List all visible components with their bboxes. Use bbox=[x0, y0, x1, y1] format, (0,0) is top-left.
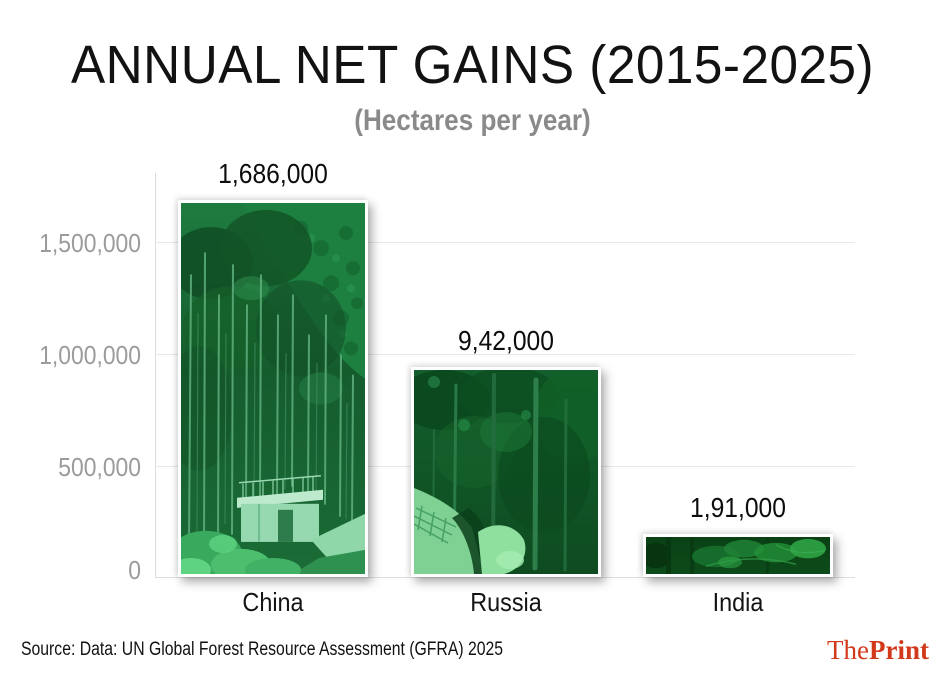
forest-photo-russia bbox=[414, 370, 598, 574]
bar-india bbox=[643, 534, 833, 577]
gridline-1000000 bbox=[155, 354, 855, 355]
y-axis-line bbox=[155, 173, 156, 577]
forest-photo-china bbox=[181, 203, 365, 574]
bar-china bbox=[178, 200, 368, 577]
x-axis-label-russia: Russia bbox=[470, 587, 542, 617]
gridline-1500000 bbox=[155, 242, 855, 243]
y-tick-label: 500,000 bbox=[58, 452, 141, 482]
bar-value-label-india: 1,91,000 bbox=[690, 492, 786, 523]
page-subtitle: (Hectares per year) bbox=[354, 104, 591, 137]
theprint-logo: ThePrint bbox=[827, 635, 929, 666]
bar-value-label-china: 1,686,000 bbox=[218, 158, 328, 189]
y-tick-label: 1,000,000 bbox=[39, 340, 141, 370]
bar-russia bbox=[411, 367, 601, 577]
y-tick-label: 0 bbox=[128, 555, 141, 585]
gridline-zero-baseline bbox=[155, 577, 855, 578]
forest-photo-india bbox=[646, 537, 830, 574]
x-axis-label-india: India bbox=[712, 587, 764, 617]
theprint-logo-print: Print bbox=[869, 635, 929, 665]
bar-value-label-russia: 9,42,000 bbox=[458, 325, 554, 356]
page-title: ANNUAL NET GAINS (2015-2025) bbox=[70, 35, 875, 95]
theprint-logo-the: The bbox=[827, 635, 869, 665]
source-attribution: Source: Data: UN Global Forest Resource … bbox=[21, 639, 504, 660]
x-axis-label-china: China bbox=[242, 587, 304, 617]
y-tick-label: 1,500,000 bbox=[39, 228, 141, 258]
